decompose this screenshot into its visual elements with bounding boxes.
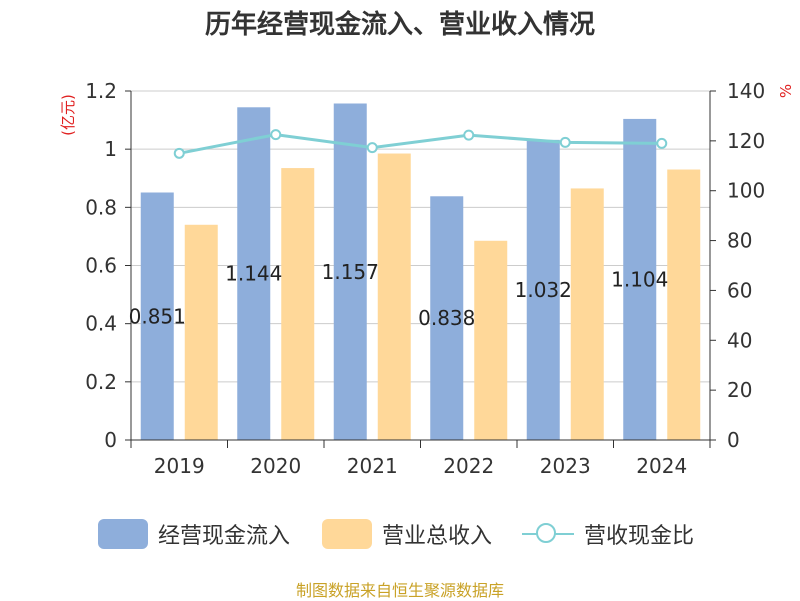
y-left-tick-label: 0 — [104, 428, 117, 452]
x-tick-label: 2020 — [250, 454, 301, 478]
source-note: 制图数据来自恒生聚源数据库 — [295, 581, 504, 600]
bar-revenue — [184, 224, 218, 440]
bar-revenue — [570, 188, 604, 440]
axes: 0 0.2 0.4 0.6 0.8 1 1.2 0 20 40 60 80 100 120 140 2019 2… — [85, 79, 765, 478]
ratio-point — [559, 136, 571, 148]
bar-cash-inflow — [333, 103, 367, 441]
legend-swatch-cash-inflow — [98, 519, 148, 549]
bar-revenue — [474, 240, 508, 440]
x-tick-label: 2022 — [443, 454, 494, 478]
x-tick-label: 2019 — [154, 454, 205, 478]
data-labels: 0.851 1.144 1.157 0.838 1.032 1.104 — [129, 260, 669, 330]
x-tick-label: 2023 — [540, 454, 591, 478]
y-left-tick-label: 0.8 — [85, 195, 117, 219]
y-right-tick-label: 0 — [727, 428, 740, 452]
bar-cash-inflow — [623, 118, 657, 441]
data-label: 0.838 — [418, 306, 475, 330]
data-label: 1.157 — [322, 260, 379, 284]
ratio-point — [270, 129, 282, 141]
y-right-tick-label: 140 — [727, 79, 765, 103]
bar-revenue — [667, 169, 701, 440]
legend-label-ratio: 营收现金比 — [584, 524, 695, 549]
x-tick-label: 2024 — [636, 454, 687, 478]
bar-cash-inflow — [526, 139, 560, 441]
x-tick-label: 2021 — [347, 454, 398, 478]
y-axis-left-title: (亿元) — [59, 94, 77, 136]
gridlines — [131, 90, 710, 383]
y-right-tick-label: 80 — [727, 229, 752, 253]
y-axis-right-title: % — [777, 84, 795, 98]
legend-swatch-ratio — [522, 519, 574, 549]
bar-revenue — [281, 168, 315, 440]
legend-item-revenue[interactable]: 营业总收入 — [322, 516, 492, 552]
y-left-tick-label: 0.4 — [85, 312, 117, 336]
ratio-point — [463, 129, 475, 141]
ratio-line — [173, 129, 668, 159]
ratio-point — [366, 142, 378, 154]
legend-label-revenue: 营业总收入 — [382, 524, 493, 549]
y-left-tick-label: 1.2 — [85, 79, 117, 103]
ratio-point — [173, 147, 185, 159]
bar-cash-inflow — [237, 107, 271, 440]
bar-cash-inflow — [140, 192, 174, 440]
ratio-line-path — [178, 133, 662, 155]
data-label: 1.104 — [611, 267, 668, 291]
legend-swatch-revenue — [322, 519, 372, 549]
ratio-point — [656, 137, 668, 149]
legend-item-ratio[interactable]: 营收现金比 — [522, 516, 694, 552]
y-right-tick-label: 20 — [727, 378, 752, 402]
y-right-tick-label: 100 — [727, 179, 765, 203]
bars — [140, 103, 701, 441]
y-left-tick-label: 1 — [104, 137, 117, 161]
bar-revenue — [377, 153, 411, 440]
legend-item-cash-inflow[interactable]: 经营现金流入 — [98, 516, 290, 552]
y-right-tick-label: 40 — [727, 328, 752, 352]
chart-title: 历年经营现金流入、营业收入情况 — [204, 10, 595, 40]
data-label: 1.032 — [515, 278, 572, 302]
y-left-tick-label: 0.6 — [85, 254, 117, 278]
y-right-tick-label: 60 — [727, 278, 752, 302]
y-right-tick-label: 120 — [727, 129, 765, 153]
data-label: 0.851 — [129, 304, 186, 328]
bar-cash-inflow — [430, 196, 464, 440]
data-label: 1.144 — [225, 262, 282, 286]
y-left-tick-label: 0.2 — [85, 370, 117, 394]
legend-label-cash-inflow: 经营现金流入 — [158, 524, 291, 549]
